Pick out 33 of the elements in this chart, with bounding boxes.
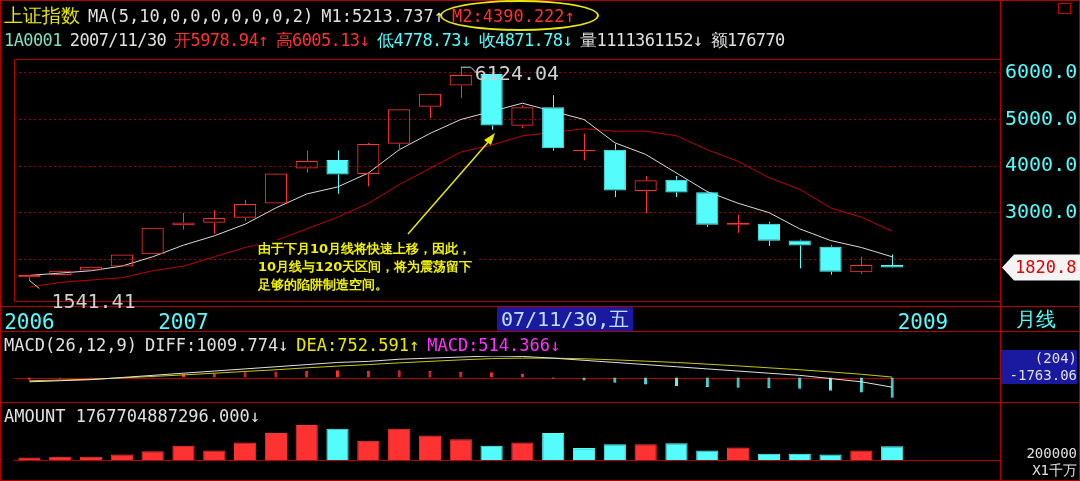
text: 月线 (1016, 306, 1056, 332)
text: 07/11/30,五 (497, 307, 634, 331)
text: 2007/11/30 (69, 30, 167, 50)
text: X1千万 (1031, 462, 1077, 479)
text: 200000 (1025, 445, 1077, 462)
annotation: 6124.04 (474, 61, 560, 86)
y-tick-label: 4000.0 (1005, 152, 1078, 177)
text: 收4871.78↓ (478, 30, 573, 50)
y-tick-label: 3000.0 (1005, 198, 1078, 223)
x-tick-label: 2007 (158, 310, 209, 335)
x-tick-label: 2006 (4, 310, 55, 335)
annotation: 由于下月10月线将快速上移，因此，10月线与120天区间，将为震荡留下足够的陷阱制造空间。 (258, 240, 476, 294)
text: MA(5,10,0,0,0,0,0,0,2) (88, 6, 314, 26)
text: 1820.8 (1015, 256, 1077, 277)
text: M1:5213.737↑ (321, 6, 444, 26)
y-tick-label: 6000.0 (1005, 59, 1078, 84)
text: MACD(26,12,9) (4, 335, 138, 355)
text: (204) (1033, 350, 1077, 367)
text: MACD:514.366↓ (427, 335, 561, 355)
text: 额176770 (710, 30, 785, 50)
text: 1A0001 (4, 30, 62, 50)
text: M2:4390.222↑ (452, 6, 575, 26)
text: 高6005.13↓ (275, 30, 370, 50)
text: 量1111361152↓ (580, 30, 703, 50)
text: 开5978.94↑ (174, 30, 268, 50)
text: DEA:752.591↑ (296, 335, 420, 355)
text: -1763.06 (1008, 367, 1077, 384)
text: 低4778.73↓ (377, 30, 471, 50)
chart-title: 上证指数 (4, 4, 80, 26)
x-tick-label: 2009 (897, 310, 949, 335)
y-tick-label: 5000.0 (1005, 105, 1078, 130)
text: DIFF:1009.774↓ (145, 335, 289, 355)
annotation: AMOUNT 1767704887296.000↓ (4, 406, 260, 426)
